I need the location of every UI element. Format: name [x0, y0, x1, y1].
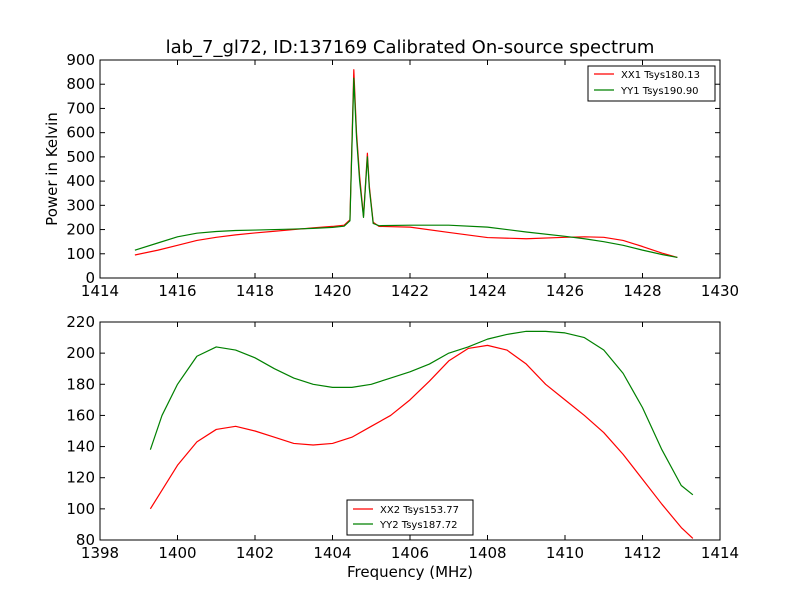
- top-x-tick-label: 1420: [313, 282, 351, 300]
- bottom-y-tick-label: 160: [66, 406, 95, 424]
- top-y-axis-label: Power in Kelvin: [43, 112, 61, 226]
- bottom-subplot: 1398 1400 1402 1404 1406 1408 1410 1412 1414 80 10…: [66, 313, 739, 581]
- top-y-tick-label: 0: [85, 269, 95, 287]
- top-y-tick-label: 300: [66, 196, 95, 214]
- top-x-tick-label: 1418: [236, 282, 274, 300]
- top-series-group: [134, 69, 678, 258]
- top-y-tick-label: 800: [66, 75, 95, 93]
- bottom-legend-label-yy2: YY2 Tsys187.72: [379, 520, 458, 531]
- bottom-x-tick-label: 1414: [701, 544, 739, 562]
- top-y-tick-label: 400: [66, 172, 95, 190]
- bottom-series-line-2: [149, 330, 694, 496]
- top-y-tick-label: 600: [66, 124, 95, 142]
- bottom-series-line-1: [149, 344, 694, 539]
- top-x-tick-label: 1430: [701, 282, 739, 300]
- top-x-tick-label: 1414: [81, 282, 119, 300]
- bottom-x-tick-label: 1412: [623, 544, 661, 562]
- top-legend-box: [587, 65, 716, 102]
- top-x-tick-label: 1426: [546, 282, 584, 300]
- bottom-y-tick-label: 200: [66, 344, 95, 362]
- bottom-series-group: [149, 330, 694, 539]
- top-legend-label-yy1: YY1 Tsys190.90: [620, 86, 699, 97]
- bottom-y-tick-label: 220: [66, 313, 95, 331]
- top-y-tick-label: 900: [66, 51, 95, 69]
- top-y-tick-label: 700: [66, 99, 95, 117]
- bottom-x-tick-label: 1406: [391, 544, 429, 562]
- top-x-tick-label: 1424: [468, 282, 506, 300]
- x-axis-label: Frequency (MHz): [347, 563, 473, 581]
- top-x-tick-label: 1422: [391, 282, 429, 300]
- top-legend-label-xx1: XX1 Tsys180.13: [621, 70, 700, 81]
- top-x-tick-label: 1416: [158, 282, 196, 300]
- top-ticks-group: 1414 1416 1418 1420 1422 1424 1426 1428 1430 0 100…: [66, 51, 739, 300]
- bottom-legend-label-xx2: XX2 Tsys153.77: [380, 505, 459, 516]
- bottom-x-tick-label: 1404: [313, 544, 351, 562]
- bottom-legend-box: [346, 499, 474, 536]
- top-y-tick-label: 200: [66, 221, 95, 239]
- bottom-y-tick-label: 120: [66, 469, 95, 487]
- bottom-legend: XX2 Tsys153.77 YY2 Tsys187.72: [346, 499, 474, 536]
- top-x-tick-label: 1428: [623, 282, 661, 300]
- bottom-x-tick-label: 1410: [546, 544, 584, 562]
- bottom-y-tick-label: 80: [76, 531, 95, 549]
- top-y-tick-label: 500: [66, 148, 95, 166]
- bottom-x-tick-label: 1398: [81, 544, 119, 562]
- top-y-tick-label: 100: [66, 245, 95, 263]
- bottom-x-tick-label: 1408: [468, 544, 506, 562]
- chart-title: lab_7_gl72, ID:137169 Calibrated On-sour…: [166, 37, 655, 58]
- top-subplot: lab_7_gl72, ID:137169 Calibrated On-sour…: [43, 37, 739, 300]
- bottom-x-tick-label: 1402: [236, 544, 274, 562]
- bottom-ticks-group: 1398 1400 1402 1404 1406 1408 1410 1412 1414 80 10…: [66, 313, 739, 562]
- top-legend: XX1 Tsys180.13 YY1 Tsys190.90: [587, 65, 716, 102]
- bottom-y-tick-label: 140: [66, 438, 95, 456]
- bottom-x-tick-label: 1400: [158, 544, 196, 562]
- bottom-y-tick-label: 180: [66, 375, 95, 393]
- top-series-line-2: [134, 77, 678, 258]
- bottom-y-tick-label: 100: [66, 500, 95, 518]
